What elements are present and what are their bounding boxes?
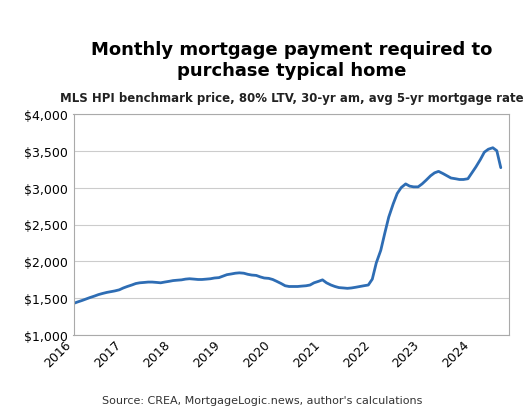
Title: Monthly mortgage payment required to
purchase typical home: Monthly mortgage payment required to pur… [91, 41, 492, 80]
Text: Source: CREA, MortgageLogic.news, author's calculations: Source: CREA, MortgageLogic.news, author… [102, 395, 423, 405]
Text: MLS HPI benchmark price, 80% LTV, 30-yr am, avg 5-yr mortgage rate: MLS HPI benchmark price, 80% LTV, 30-yr … [59, 92, 523, 105]
